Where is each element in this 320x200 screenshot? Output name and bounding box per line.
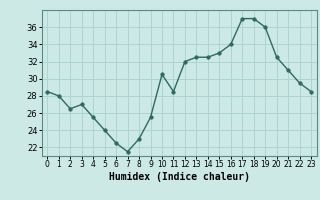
- X-axis label: Humidex (Indice chaleur): Humidex (Indice chaleur): [109, 172, 250, 182]
